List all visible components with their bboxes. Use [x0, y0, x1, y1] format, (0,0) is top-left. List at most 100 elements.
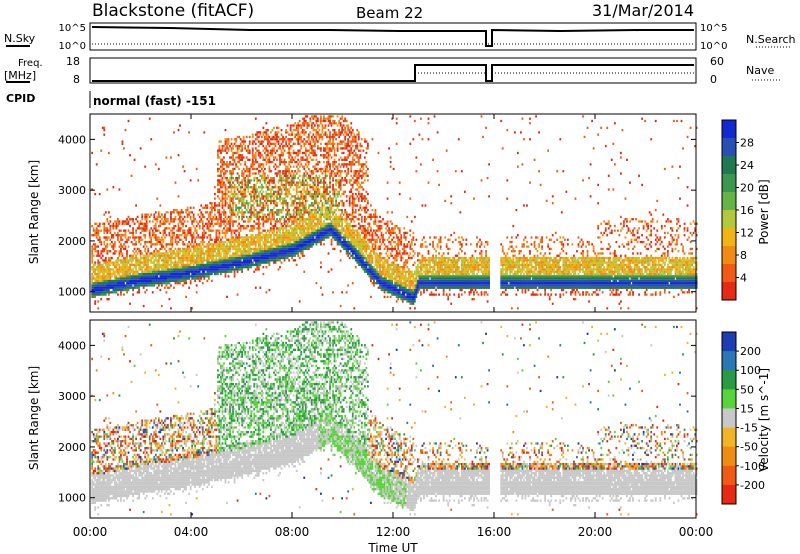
power-cell [260, 215, 263, 219]
power-cell [298, 256, 301, 260]
power-cell [253, 206, 256, 209]
power-cell [292, 199, 295, 203]
power-cell [124, 268, 127, 271]
power-cell [289, 179, 292, 182]
power-cell [242, 256, 245, 260]
power-cell [321, 293, 324, 296]
power-cell [224, 254, 227, 257]
power-cell [104, 261, 107, 264]
power-cell [153, 254, 156, 257]
power-cell [333, 247, 336, 251]
cpid-value: normal (fast) -151 [93, 94, 216, 108]
power-cell [251, 199, 254, 203]
power-cell [115, 270, 118, 273]
power-cell [320, 215, 322, 219]
power-cell [310, 215, 313, 219]
power-cell [321, 227, 324, 230]
power-cell [179, 234, 181, 237]
power-cell [291, 220, 294, 223]
power-cell [298, 250, 301, 253]
power-cell [115, 288, 118, 292]
power-cell [327, 160, 330, 164]
power-cell [245, 243, 248, 246]
power-cell [326, 229, 328, 232]
power-cell [241, 179, 244, 182]
power-cell [307, 167, 310, 171]
power-cell [282, 227, 284, 230]
power-cell [242, 250, 245, 253]
power-cell [262, 172, 265, 175]
power-cell [279, 138, 281, 141]
power-cell [145, 282, 148, 285]
power-cell [244, 263, 247, 267]
power-cell [94, 272, 97, 276]
power-cell [120, 293, 122, 296]
power-cell [292, 234, 295, 237]
power-cell [124, 275, 127, 278]
power-cell [145, 229, 148, 232]
power-cell [235, 252, 237, 255]
power-cell [283, 259, 286, 262]
power-cell [233, 245, 236, 248]
power-cell [336, 172, 339, 175]
power-cell [274, 151, 277, 155]
power-cell [120, 238, 122, 241]
power-cell [197, 256, 200, 260]
power-cell [247, 170, 250, 173]
power-cell [233, 179, 236, 182]
power-cell [324, 170, 327, 173]
power-cell [263, 234, 266, 237]
power-cell [253, 227, 256, 230]
power-cell [138, 240, 141, 244]
power-cell [333, 192, 336, 196]
power-cell [333, 204, 336, 207]
power-cell [226, 151, 228, 155]
power-cell [226, 252, 228, 255]
power-cell [103, 236, 106, 239]
power-cell [238, 245, 241, 248]
power-cell [245, 165, 248, 168]
power-cell [121, 234, 124, 237]
power-cell [238, 256, 241, 260]
power-cell [277, 256, 280, 260]
power-cell [120, 259, 122, 262]
power-cell [267, 218, 269, 221]
power-cell [303, 224, 306, 228]
power-cell [330, 199, 333, 203]
power-cell [288, 240, 291, 244]
power-cell [229, 197, 231, 200]
power-cell [207, 270, 210, 273]
power-cell [177, 252, 180, 255]
power-cell [97, 288, 100, 292]
power-cell [136, 282, 139, 285]
power-cell [276, 158, 278, 161]
power-cell [203, 263, 206, 267]
power-cell [282, 135, 284, 139]
power-cell [300, 138, 303, 141]
power-cell [248, 142, 251, 145]
power-cell [330, 229, 333, 232]
power-cell [259, 197, 262, 200]
power-cell [306, 181, 309, 184]
power-cell [182, 240, 184, 244]
power-cell [295, 211, 298, 214]
power-cell [271, 176, 274, 180]
power-cell [224, 138, 227, 141]
power-cell [244, 160, 247, 164]
power-cell [344, 247, 347, 251]
power-cell [165, 256, 168, 260]
power-cell [330, 197, 333, 200]
power-cell [177, 211, 180, 214]
power-cell [112, 284, 115, 287]
power-cell [197, 252, 200, 255]
power-cell [327, 227, 330, 230]
power-cell [260, 256, 263, 260]
power-cell [168, 270, 171, 273]
power-cell [238, 156, 241, 159]
power-cell [286, 181, 289, 184]
power-cell [315, 128, 318, 132]
power-cell [238, 135, 241, 139]
power-cell [279, 170, 281, 173]
power-cell [91, 151, 94, 155]
power-cell [321, 126, 324, 129]
